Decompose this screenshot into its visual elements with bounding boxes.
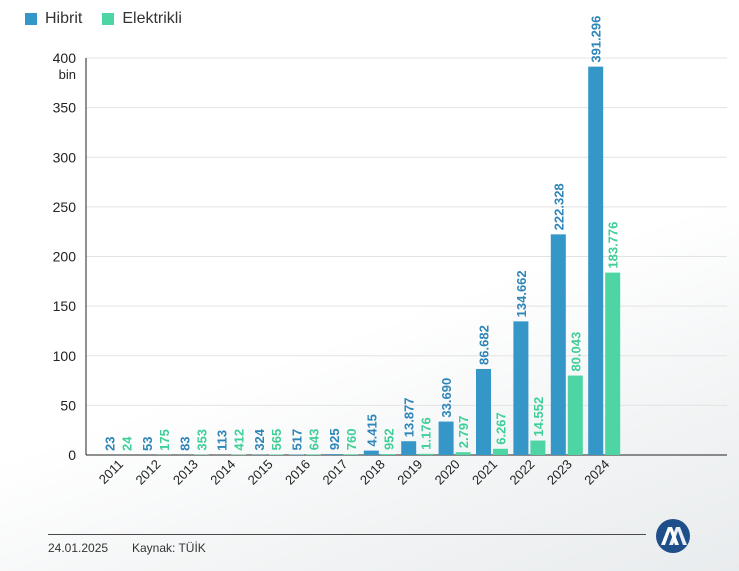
y-tick-label: 100	[53, 348, 77, 364]
x-tick-label: 2018	[357, 457, 388, 488]
x-tick-label: 2015	[245, 457, 276, 488]
value-label-elektrikli-2021: 6.267	[494, 412, 509, 445]
value-label-elektrikli-2022: 14.552	[531, 397, 546, 437]
value-label-elektrikli-2011: 24	[120, 436, 135, 451]
x-tick-label: 2019	[394, 457, 425, 488]
bar-elektrikli-2023	[567, 375, 583, 455]
bar-elektrikli-2017	[343, 454, 359, 455]
value-label-hibrit-2012: 53	[140, 436, 155, 450]
value-label-hibrit-2019: 13.877	[402, 397, 417, 437]
value-label-hibrit-2011: 23	[103, 437, 118, 451]
value-label-elektrikli-2012: 175	[157, 429, 172, 451]
x-tick-label: 2011	[96, 457, 126, 487]
legend-swatch-elektrikli	[102, 13, 115, 25]
aa-logo-icon	[656, 519, 690, 553]
bar-hibrit-2018	[363, 450, 379, 455]
legend-label-elektrikli: Elektrikli	[122, 10, 182, 27]
bar-hibrit-2021	[476, 368, 491, 455]
x-tick-label: 2023	[544, 457, 575, 488]
bar-hibrit-2020	[438, 421, 454, 455]
value-label-hibrit-2022: 134.662	[514, 270, 529, 317]
bar-hibrit-2024	[588, 66, 604, 455]
value-label-elektrikli-2014: 412	[232, 429, 247, 451]
x-tick-label: 2012	[132, 457, 163, 488]
legend-item-hibrit: Hibrit	[25, 10, 82, 28]
bar-hibrit-2019	[401, 441, 417, 455]
legend-item-elektrikli: Elektrikli	[102, 10, 182, 28]
value-label-hibrit-2021: 86.682	[477, 325, 492, 365]
value-label-hibrit-2014: 113	[215, 430, 230, 451]
bar-elektrikli-2021	[493, 448, 508, 455]
y-tick-label: 250	[53, 199, 77, 215]
x-tick-label: 2022	[506, 457, 537, 488]
aa-logo	[655, 518, 691, 559]
y-tick-label: 200	[53, 249, 77, 265]
y-tick-label: 300	[53, 149, 77, 165]
bar-elektrikli-2016	[306, 454, 321, 455]
x-tick-label: 2020	[432, 457, 463, 488]
value-label-hibrit-2024: 391.296	[589, 16, 604, 63]
y-tick-label: 0	[68, 447, 76, 463]
footer-date: 24.01.2025	[48, 541, 109, 555]
y-unit-label: bin	[59, 67, 76, 82]
y-tick-label: 400	[53, 50, 77, 66]
bar-elektrikli-2024	[605, 272, 621, 455]
value-label-elektrikli-2019: 1.176	[419, 417, 434, 450]
legend-label-hibrit: Hibrit	[45, 10, 83, 27]
x-tick-label: 2024	[581, 457, 612, 488]
value-label-elektrikli-2023: 80.043	[568, 332, 583, 372]
x-tick-label: 2017	[319, 457, 350, 488]
value-label-hibrit-2013: 83	[177, 436, 192, 450]
legend: Hibrit Elektrikli	[25, 10, 202, 28]
x-tick-label: 2014	[207, 457, 238, 488]
value-label-elektrikli-2024: 183.776	[606, 222, 621, 269]
y-tick-label: 350	[53, 100, 77, 116]
footer-source: Kaynak: TÜİK	[132, 541, 206, 555]
bar-elektrikli-2022	[530, 440, 546, 455]
value-label-elektrikli-2016: 643	[307, 429, 322, 451]
x-tick-label: 2013	[170, 457, 201, 488]
legend-swatch-hibrit	[25, 13, 37, 25]
value-label-hibrit-2015: 324	[252, 428, 267, 450]
value-label-elektrikli-2015: 565	[269, 429, 284, 451]
bar-hibrit-2016	[289, 454, 304, 455]
value-label-elektrikli-2018: 952	[381, 428, 396, 450]
value-label-hibrit-2018: 4.415	[364, 414, 379, 447]
bar-elektrikli-2018	[380, 454, 396, 455]
value-label-hibrit-2020: 33.690	[439, 378, 454, 418]
y-tick-label: 50	[60, 397, 76, 413]
footer-divider	[48, 534, 646, 535]
value-label-hibrit-2016: 517	[290, 429, 305, 451]
value-label-hibrit-2023: 222.328	[551, 183, 566, 230]
bar-elektrikli-2019	[418, 453, 434, 455]
x-tick-label: 2016	[282, 457, 313, 488]
bar-elektrikli-2015	[268, 454, 284, 455]
value-label-elektrikli-2013: 353	[194, 429, 209, 451]
value-label-elektrikli-2017: 760	[344, 429, 359, 451]
bar-hibrit-2022	[513, 321, 529, 455]
y-tick-label: 150	[53, 298, 77, 314]
x-tick-label: 2021	[469, 457, 500, 488]
bar-elektrikli-2020	[455, 452, 471, 455]
value-label-hibrit-2017: 925	[327, 428, 342, 450]
bar-hibrit-2023	[550, 234, 566, 455]
value-label-elektrikli-2020: 2.797	[456, 416, 471, 449]
bar-hibrit-2017	[326, 454, 342, 455]
